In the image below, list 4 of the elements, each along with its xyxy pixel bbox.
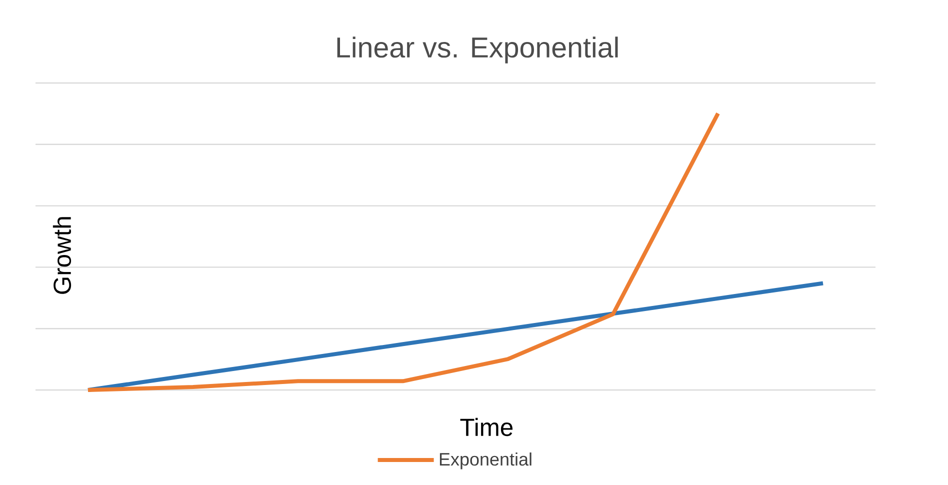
legend-label: Exponential: [440, 452, 532, 470]
y-axis-title: Growth: [52, 217, 72, 294]
x-axis-title: Time: [460, 418, 513, 436]
chart-title: Linear vs. Exponential: [337, 36, 618, 64]
